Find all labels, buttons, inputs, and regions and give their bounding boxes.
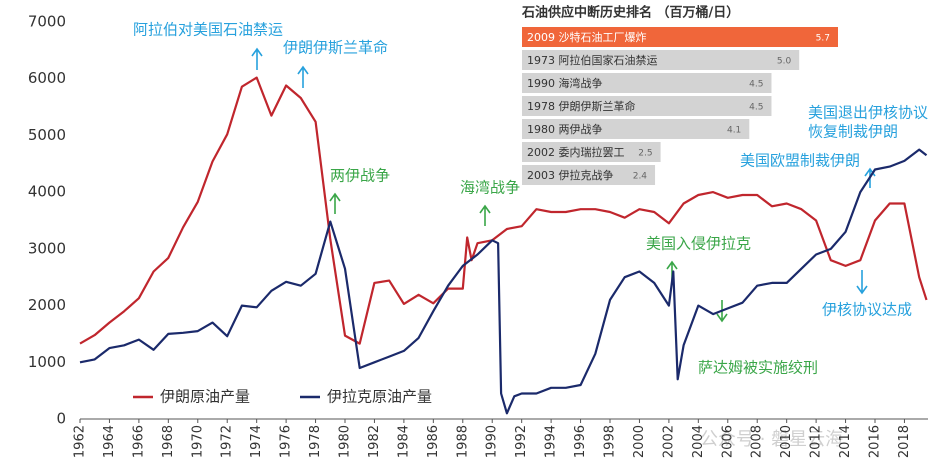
legend-label: 伊拉克原油产量	[327, 388, 432, 406]
bar	[522, 165, 656, 185]
bar-label: 2003 伊拉克战争	[527, 168, 614, 182]
x-tick-label: 1996	[573, 425, 588, 458]
annotation: 伊朗伊斯兰革命	[283, 39, 388, 57]
x-tick-label: 1968	[161, 425, 176, 458]
value-label: 5.7	[816, 34, 830, 44]
inset-title: 石油供应中断历史排名 （百万桶/日）	[521, 5, 739, 21]
value-label: 2.4	[633, 172, 648, 182]
bar-label: 2002 委内瑞拉罢工	[527, 145, 625, 159]
x-tick-label: 1988	[455, 425, 470, 458]
x-tick-label: 1998	[603, 425, 618, 458]
x-tick-label: 1986	[426, 425, 441, 458]
annotation: 美国退出伊核协议	[808, 104, 928, 122]
x-tick-label: 1972	[220, 425, 235, 458]
annotations: 阿拉伯对美国石油禁运 伊朗伊斯兰革命 两伊战争 海湾战争 美国入侵伊拉克 萨达姆…	[133, 21, 928, 451]
x-tick-label: 1992	[514, 425, 529, 458]
x-tick-label: 1980	[338, 425, 353, 458]
annotation: 恢复制裁伊朗	[808, 123, 898, 141]
bar	[522, 27, 838, 47]
y-tick-label: 5000	[28, 126, 66, 144]
x-tick-label: 2010	[779, 425, 794, 458]
bar	[522, 142, 661, 162]
x-tick-label: 1990	[485, 425, 500, 458]
x-tick-label: 2002	[661, 425, 676, 458]
bar-label: 2009 沙特石油工厂爆炸	[527, 30, 647, 44]
x-tick-label: 2000	[632, 425, 647, 458]
annotation: 美国欧盟制裁伊朗	[740, 152, 860, 170]
arrow	[297, 65, 309, 88]
x-tick-label: 1976	[279, 425, 294, 458]
annotation: 伊核协议达成	[822, 301, 912, 319]
x-tick-label: 1984	[396, 425, 411, 458]
bar-label: 1990 海湾战争	[527, 76, 603, 90]
x-tick-label: 2012	[809, 425, 824, 458]
x-tick-label: 1978	[308, 425, 323, 458]
series-line	[79, 76, 928, 345]
x-tick-label: 1994	[544, 425, 559, 458]
x-tick-label: 2008	[750, 425, 765, 458]
x-tick-label: 2006	[720, 425, 735, 458]
x-tick-label: 1970	[190, 425, 205, 458]
x-tick-label: 2014	[838, 425, 853, 458]
watermark: 公众号 · 磐星云海	[700, 429, 843, 450]
x-tick-label: 1974	[249, 425, 264, 458]
legend-label: 伊朗原油产量	[160, 388, 250, 406]
value-label: 5.0	[777, 57, 792, 67]
value-label: 2.5	[638, 149, 652, 159]
value-label: 4.5	[749, 80, 763, 90]
x-tick-label: 1966	[131, 425, 146, 458]
y-tick-label: 2000	[28, 296, 66, 314]
bar	[522, 119, 750, 139]
annotation: 海湾战争	[460, 179, 520, 197]
x-tick-label: 1962	[73, 425, 88, 458]
annotation: 两伊战争	[330, 167, 390, 185]
value-label: 4.1	[727, 126, 741, 136]
y-tick-label: 7000	[28, 13, 66, 31]
y-tick-label: 1000	[28, 353, 66, 371]
value-label: 4.5	[749, 103, 763, 113]
bar	[522, 73, 772, 93]
x-tick-label: 2018	[897, 425, 912, 458]
y-tick-label: 0	[56, 410, 66, 428]
y-tick-label: 3000	[28, 239, 66, 257]
annotation: 美国入侵伊拉克	[646, 235, 751, 253]
series-line	[79, 148, 928, 415]
x-tick-label: 2004	[691, 425, 706, 458]
annotation: 萨达姆被实施绞刑	[698, 359, 818, 377]
x-tick-label: 2016	[868, 425, 883, 458]
y-tick-label: 4000	[28, 183, 66, 201]
arrow	[251, 47, 263, 70]
bar-label: 1978 伊朗伊斯兰革命	[527, 99, 636, 113]
bar	[522, 50, 800, 70]
arrow	[329, 192, 341, 214]
bar	[522, 96, 772, 116]
bar-label: 1980 两伊战争	[527, 122, 603, 136]
annotation: 阿拉伯对美国石油禁运	[133, 21, 283, 39]
x-tick-label: 1964	[102, 425, 117, 458]
x-tick-label: 1982	[367, 425, 382, 458]
y-tick-label: 6000	[28, 69, 66, 87]
arrow	[856, 270, 868, 295]
arrow	[479, 204, 491, 226]
bar-label: 1973 阿拉伯国家石油禁运	[527, 53, 658, 67]
